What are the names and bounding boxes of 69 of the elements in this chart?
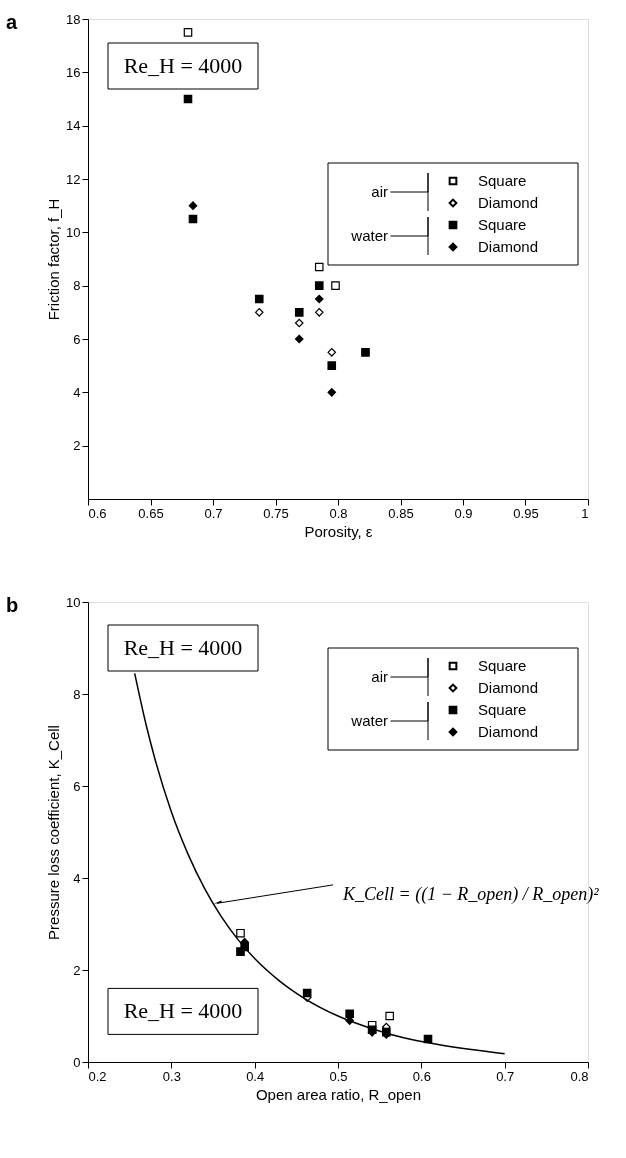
point [327, 388, 337, 397]
x-tick-label: 0.6 [88, 505, 107, 521]
point [314, 281, 324, 290]
point [361, 348, 370, 357]
y-tick-label: 6 [73, 331, 81, 347]
y-tick-label: 6 [73, 778, 81, 794]
legend-label: Diamond [478, 238, 539, 255]
y-tick-label: 10 [66, 224, 81, 240]
x-tick-label: 0.7 [496, 1068, 515, 1084]
y-tick-label: 8 [73, 686, 81, 702]
chart-title: b [6, 594, 19, 616]
x-tick-label: 0.75 [263, 505, 289, 521]
legend-label: Square [478, 216, 527, 233]
y-tick-label: 8 [73, 278, 81, 294]
point [294, 308, 304, 317]
y-tick-label: 2 [73, 438, 81, 454]
y-axis-title: Friction factor, f_H [45, 198, 63, 321]
y-tick-label: 10 [66, 594, 81, 610]
y-tick-label: 18 [66, 11, 81, 27]
point [294, 334, 304, 344]
point [327, 348, 337, 357]
x-tick-label: 0.85 [388, 505, 414, 521]
point [331, 281, 340, 290]
x-axis-title: Porosity, ε [304, 522, 373, 540]
x-tick-label: 0.9 [454, 505, 473, 521]
x-tick-label: 0.3 [162, 1068, 181, 1084]
y-tick-label: 2 [73, 962, 81, 978]
point [183, 28, 193, 37]
x-tick-label: 0.4 [246, 1068, 265, 1084]
point [254, 308, 264, 317]
x-tick-label: 0.65 [138, 505, 164, 521]
x-tick-label: 0.7 [204, 505, 223, 521]
point [188, 201, 198, 210]
legend-label: Square [478, 657, 527, 674]
annotation: K_Cell = ((1 − R_open) / R_open)² [342, 883, 600, 905]
legend-label: Square [478, 172, 527, 189]
y-tick-label: 12 [66, 171, 81, 187]
y-tick-label: 4 [73, 384, 81, 400]
chart-title: a [6, 11, 18, 33]
annotation: Re_H = 4000 [123, 53, 243, 78]
y-tick-label: 4 [73, 870, 81, 886]
y-tick-label: 0 [73, 1054, 81, 1070]
point [314, 308, 324, 317]
x-tick-label: 0.8 [329, 505, 348, 521]
legend-label: Diamond [478, 194, 539, 211]
annotation: Re_H = 4000 [123, 998, 243, 1024]
point [314, 294, 324, 304]
annotation: water [350, 227, 388, 244]
y-tick-label: 14 [66, 118, 81, 134]
point [327, 361, 337, 370]
legend-label: Diamond [478, 679, 539, 696]
y-axis-title: Pressure loss coefficient, K_Cell [45, 725, 63, 940]
x-tick-label: 1 [581, 505, 589, 521]
point [314, 262, 324, 272]
point [254, 294, 264, 304]
point [294, 318, 304, 328]
legend-label: Square [478, 701, 527, 718]
x-tick-label: 0.5 [329, 1068, 348, 1084]
annotation: air [371, 183, 388, 200]
x-tick-label: 0.8 [570, 1068, 589, 1084]
x-tick-label: 0.6 [412, 1068, 431, 1084]
x-tick-label: 0.2 [88, 1068, 107, 1084]
y-tick-label: 16 [66, 64, 81, 80]
legend-label: Diamond [478, 723, 539, 740]
annotation: air [371, 668, 388, 685]
annotation: Re_H = 4000 [123, 635, 243, 660]
x-axis-title: Open area ratio, R_open [255, 1085, 422, 1103]
annotation: water [350, 712, 388, 729]
x-tick-label: 0.95 [513, 505, 539, 521]
